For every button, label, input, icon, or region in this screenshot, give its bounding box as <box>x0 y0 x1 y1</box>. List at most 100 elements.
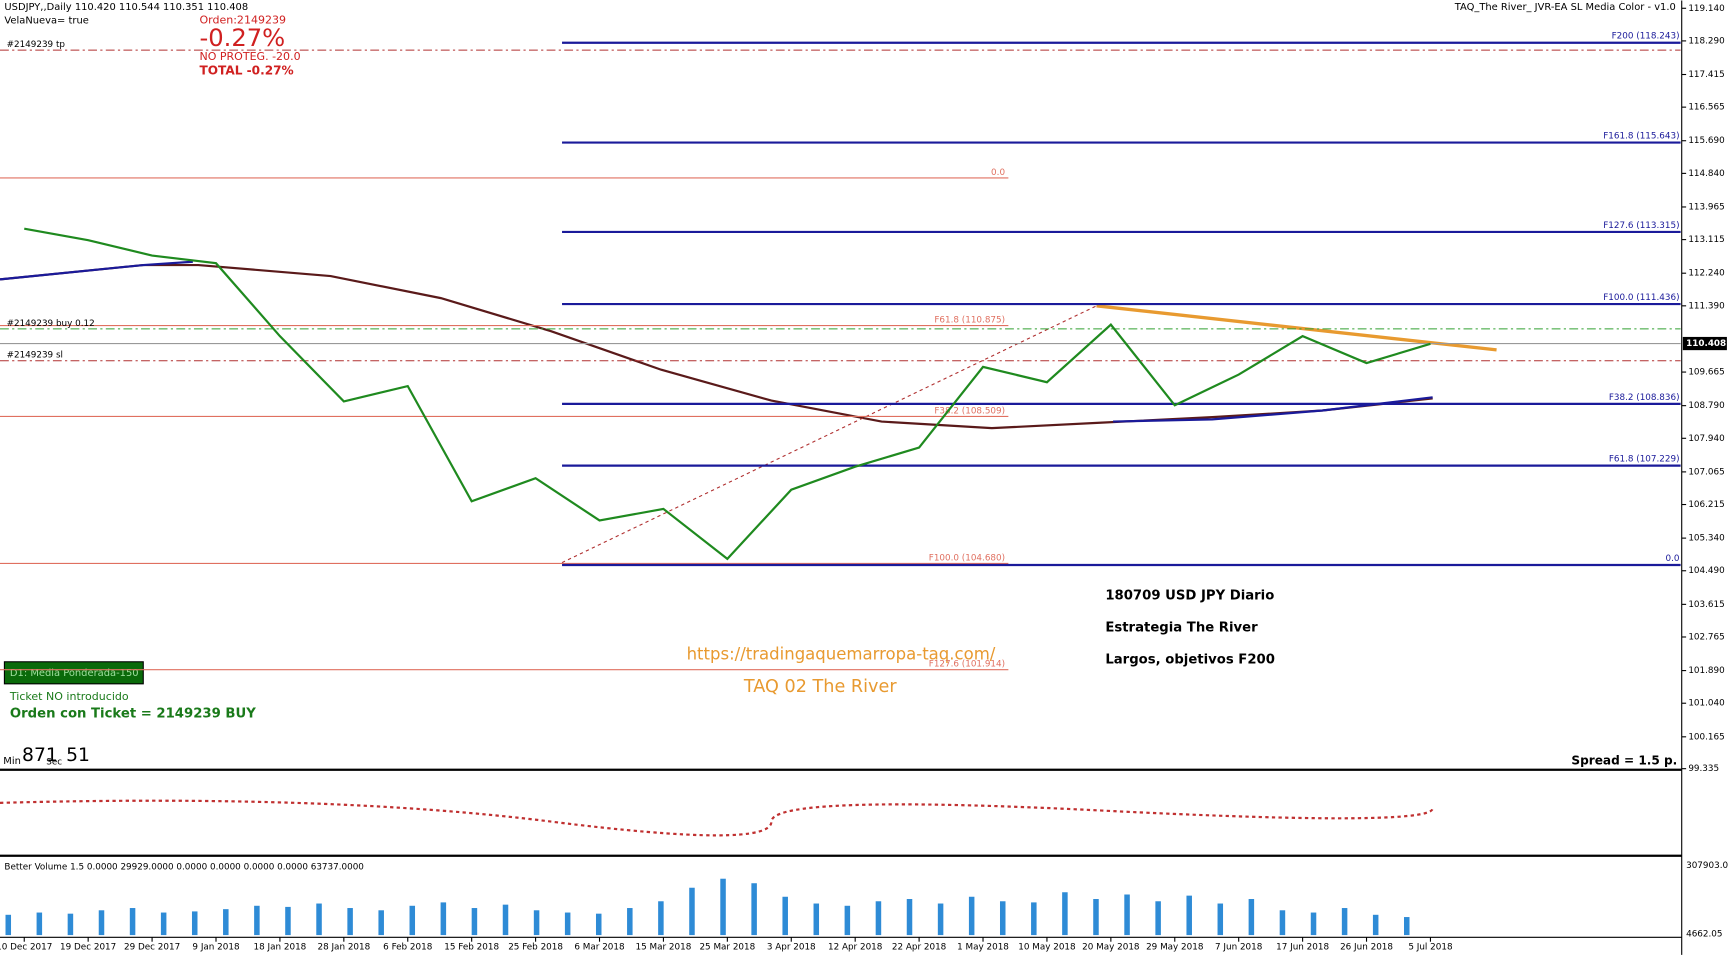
y-tick-label: 105.340 <box>1688 534 1725 544</box>
x-tick-label: 10 Dec 2017 <box>0 943 52 953</box>
y-tick-label: 107.065 <box>1688 467 1724 477</box>
volume-bar <box>223 909 229 936</box>
x-tick-label: 5 Jul 2018 <box>1408 943 1452 953</box>
volume-bar <box>627 908 633 936</box>
expert: TAQ_The River_ JVR-EA SL Media Color - v… <box>1454 2 1676 13</box>
volume-bar <box>564 912 571 936</box>
volume-bar <box>378 910 384 936</box>
y-tick-label: 113.965 <box>1688 202 1724 212</box>
trendline <box>1096 304 1497 352</box>
volume-bar <box>98 910 105 936</box>
oscillator <box>0 799 1434 837</box>
order-pct: -0.27% <box>199 23 285 52</box>
y-tick-label: 116.565 <box>1688 103 1724 113</box>
x-tick-label: 15 Feb 2018 <box>444 943 499 953</box>
y-tick-label: 103.615 <box>1688 600 1724 610</box>
order-label: #2149239 tp <box>7 40 66 50</box>
y-tick-label: 117.415 <box>1688 70 1724 80</box>
y-tick-label: 108.790 <box>1688 401 1725 411</box>
x-tick-label: 7 Jun 2018 <box>1215 943 1262 953</box>
x-tick-label: 1 May 2018 <box>957 943 1009 953</box>
x-tick-label: 25 Feb 2018 <box>508 943 563 953</box>
order-noprot: NO PROTEG. -20.0 <box>199 50 300 63</box>
current-price: 110.408 <box>1686 339 1726 349</box>
y-tick-label: 102.765 <box>1688 632 1724 642</box>
volume-bar <box>751 883 757 936</box>
y-tick-label: 114.840 <box>1688 169 1725 179</box>
ticket: Ticket NO introducido <box>9 690 129 703</box>
x-tick-label: 22 Apr 2018 <box>892 943 946 953</box>
volume-title: Better Volume 1.5 0.0000 29929.0000 0.00… <box>4 862 364 872</box>
y-tick-label: 104.490 <box>1688 566 1725 576</box>
volume-bar <box>1031 902 1037 936</box>
volume-bar <box>689 887 695 936</box>
fibo-label: F100.0 (104.680) <box>929 553 1005 563</box>
x-tick-label: 3 Apr 2018 <box>767 943 816 953</box>
volume-bar <box>285 906 291 936</box>
fibo-label: F127.6 (113.315) <box>1603 221 1679 231</box>
order-total: TOTAL -0.27% <box>199 64 293 78</box>
x-tick-label: 20 May 2018 <box>1082 943 1139 953</box>
fibo-label: F38.2 (108.836) <box>1609 393 1680 403</box>
volume-bar <box>1155 901 1161 936</box>
brand: TAQ 02 The River <box>743 677 897 697</box>
volume-bar <box>1341 908 1348 936</box>
volume-bar <box>36 912 43 936</box>
timer-label: Min <box>3 756 21 767</box>
volume-bar <box>191 911 198 936</box>
y-tick-label: 118.290 <box>1688 36 1725 46</box>
order-id: Orden:2149239 <box>199 13 286 26</box>
volume-bar <box>533 910 540 936</box>
volume-bar <box>409 905 416 936</box>
volume-bar <box>1093 899 1099 936</box>
volume-bar <box>254 905 260 936</box>
volume-bar <box>440 902 447 936</box>
spread: Spread = 1.5 p. <box>1571 753 1677 767</box>
price-box <box>1682 336 1727 351</box>
volume-bar <box>1372 914 1379 936</box>
x-tick-label: 18 Jan 2018 <box>254 943 307 953</box>
volume-bar <box>129 908 136 936</box>
y-tick-label: 101.040 <box>1688 699 1725 709</box>
volume-bar <box>782 896 788 936</box>
fibo-label: 0.0 <box>991 168 1005 178</box>
url: https://tradingaquemarropa-taq.com/ <box>687 645 996 664</box>
timer-label: Sec <box>46 758 62 768</box>
fibo-label: F200 (118.243) <box>1612 32 1680 42</box>
volume-bar <box>67 913 74 936</box>
volume-bar <box>595 913 602 936</box>
x-tick-label: 10 May 2018 <box>1018 943 1075 953</box>
volume-bar <box>937 903 944 936</box>
fibo-label: F161.8 (115.643) <box>1603 131 1679 141</box>
volume-bar <box>1248 899 1255 936</box>
price-line <box>24 227 1431 561</box>
x-tick-label: 9 Jan 2018 <box>192 943 239 953</box>
y-tick-label: 101.890 <box>1688 666 1725 676</box>
volume-bar <box>5 914 12 936</box>
volume-bar <box>658 901 664 936</box>
fibo-label: F100.0 (111.436) <box>1603 293 1679 303</box>
fibo-label: F38.2 (108.509) <box>934 406 1005 416</box>
y-tick-label: 115.690 <box>1688 136 1725 146</box>
fibo-label: F127.6 (101.914) <box>929 660 1005 670</box>
x-tick-label: 6 Feb 2018 <box>383 943 432 953</box>
note: Estrategia The River <box>1105 621 1258 636</box>
y-tick-label: 107.940 <box>1688 434 1725 444</box>
fibo-label: F61.8 (107.229) <box>1609 454 1680 464</box>
y-tick-label: 109.665 <box>1688 368 1724 378</box>
y-tick-label: 99.335 <box>1688 764 1719 774</box>
fibo-label: F61.8 (110.875) <box>934 316 1005 326</box>
y-tick-label: 113.115 <box>1688 235 1724 245</box>
x-tick-label: 29 May 2018 <box>1146 943 1203 953</box>
y-tick-label: 111.390 <box>1688 301 1725 311</box>
volume-bar <box>1217 903 1224 936</box>
y-tick-label: 112.240 <box>1688 269 1725 279</box>
x-tick-label: 19 Dec 2017 <box>60 943 116 953</box>
volume-bar <box>347 908 353 936</box>
x-tick-label: 25 Mar 2018 <box>699 943 755 953</box>
volume-bar <box>1124 894 1130 936</box>
x-tick-label: 28 Jan 2018 <box>317 943 370 953</box>
ma-box <box>3 661 144 685</box>
